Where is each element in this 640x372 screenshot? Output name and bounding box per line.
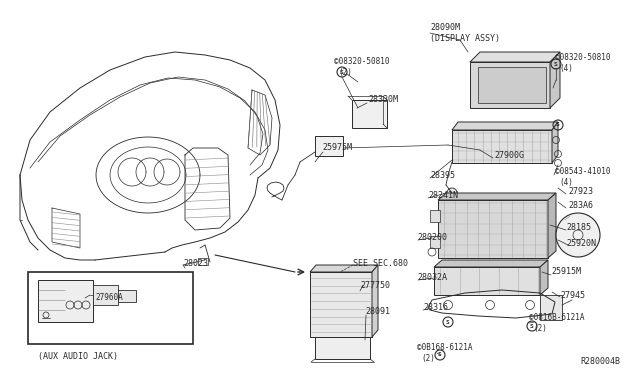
Text: 28023: 28023 — [183, 259, 208, 267]
Polygon shape — [438, 193, 556, 200]
Text: 28091: 28091 — [365, 308, 390, 317]
Text: 27945: 27945 — [560, 291, 585, 299]
Text: ©0816B-6121A: ©0816B-6121A — [529, 314, 584, 323]
Polygon shape — [372, 265, 378, 337]
Text: (2): (2) — [533, 324, 547, 333]
Circle shape — [447, 188, 457, 198]
Bar — [198, 258, 208, 265]
Text: S: S — [446, 320, 450, 324]
Text: (4): (4) — [559, 177, 573, 186]
Text: 283A6: 283A6 — [568, 202, 593, 211]
Text: (AUX AUDIO JACK): (AUX AUDIO JACK) — [38, 352, 118, 360]
Bar — [430, 236, 440, 248]
Bar — [540, 295, 562, 320]
Bar — [38, 280, 93, 322]
Text: ©08320-50810: ©08320-50810 — [555, 54, 611, 62]
Bar — [352, 100, 387, 128]
Bar — [315, 337, 370, 359]
Text: 28316: 28316 — [423, 304, 448, 312]
Text: (2): (2) — [421, 353, 435, 362]
Text: S: S — [556, 122, 560, 128]
Polygon shape — [452, 130, 552, 163]
Circle shape — [556, 213, 600, 257]
Text: 28330M: 28330M — [368, 96, 398, 105]
Bar — [310, 272, 372, 337]
Polygon shape — [540, 260, 548, 295]
Text: ©08543-41010: ©08543-41010 — [555, 167, 611, 176]
Text: 280200: 280200 — [417, 234, 447, 243]
Bar — [118, 290, 136, 302]
Text: 27960A: 27960A — [95, 294, 123, 302]
Text: S: S — [340, 70, 344, 74]
Bar — [478, 67, 546, 103]
Text: 27900G: 27900G — [494, 151, 524, 160]
Bar — [430, 210, 440, 222]
Text: S: S — [530, 324, 534, 328]
Polygon shape — [470, 62, 550, 108]
Polygon shape — [434, 260, 548, 267]
Text: 25920N: 25920N — [566, 238, 596, 247]
Text: (4): (4) — [559, 64, 573, 73]
Text: 25915M: 25915M — [551, 266, 581, 276]
Text: 28032A: 28032A — [417, 273, 447, 282]
Polygon shape — [470, 52, 560, 62]
Bar — [28, 272, 193, 344]
Polygon shape — [452, 122, 558, 130]
Polygon shape — [550, 52, 560, 108]
Polygon shape — [552, 122, 558, 163]
Text: S: S — [554, 61, 558, 67]
Polygon shape — [548, 193, 556, 258]
Text: R280004B: R280004B — [580, 357, 620, 366]
Polygon shape — [438, 200, 548, 258]
Text: (DISPLAY ASSY): (DISPLAY ASSY) — [430, 33, 500, 42]
Bar — [93, 285, 118, 305]
Text: (2): (2) — [338, 67, 352, 77]
Polygon shape — [434, 267, 540, 295]
Bar — [315, 136, 343, 156]
Text: 28241N: 28241N — [428, 190, 458, 199]
Text: 27923: 27923 — [568, 187, 593, 196]
Text: S: S — [438, 353, 442, 357]
Text: ©0B168-6121A: ©0B168-6121A — [417, 343, 472, 353]
Polygon shape — [310, 265, 378, 272]
Text: 25975M: 25975M — [322, 144, 352, 153]
Text: 28090M: 28090M — [430, 22, 460, 32]
Text: 28185: 28185 — [566, 224, 591, 232]
Text: 28395: 28395 — [430, 170, 455, 180]
Text: 277750: 277750 — [360, 282, 390, 291]
Text: SEE SEC.680: SEE SEC.680 — [353, 259, 408, 267]
Text: ©08320-50810: ©08320-50810 — [334, 58, 390, 67]
